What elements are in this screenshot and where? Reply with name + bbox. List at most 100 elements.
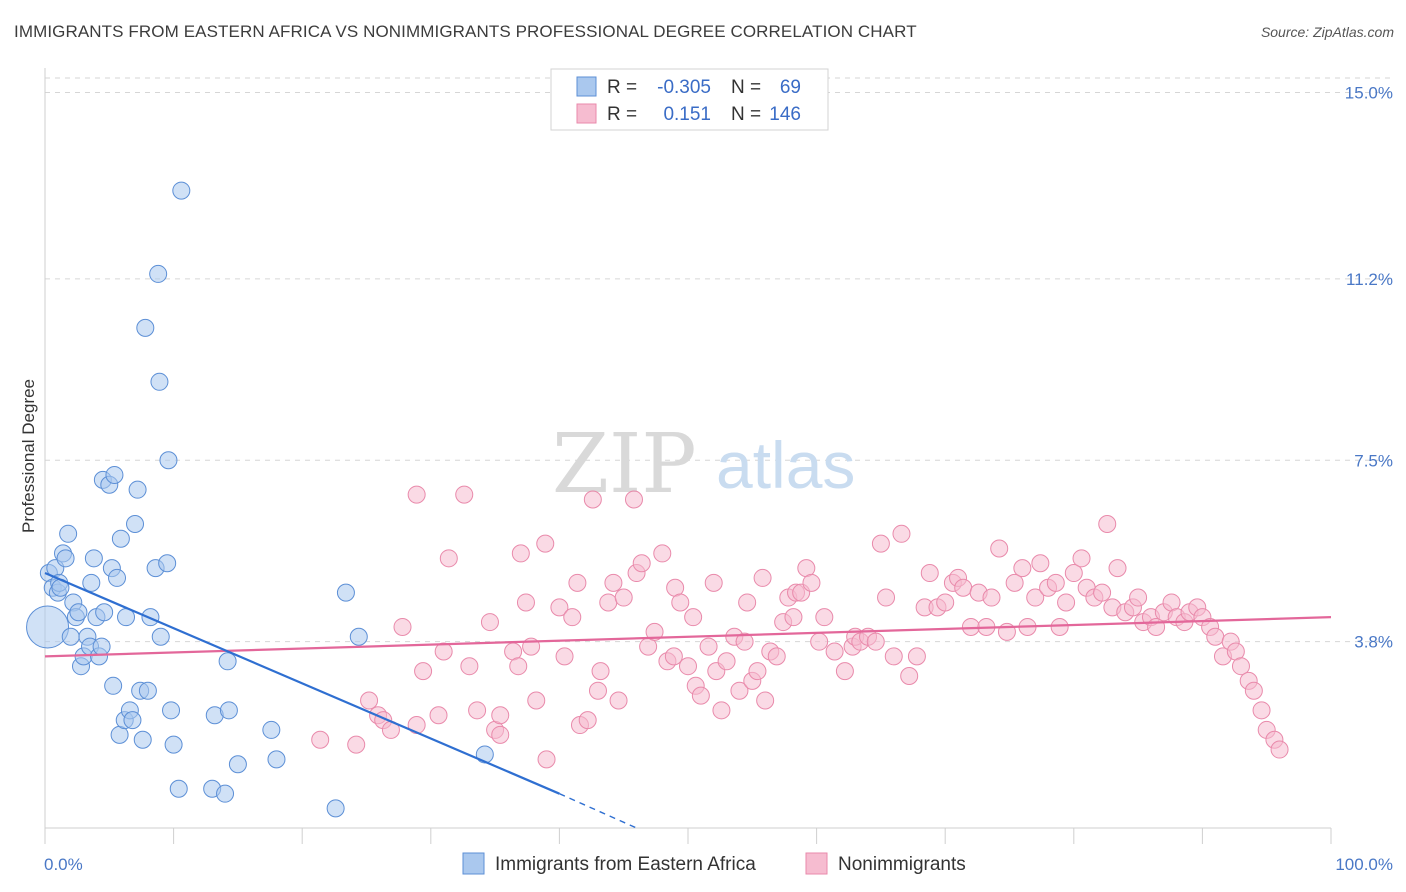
nonimmigrants-point [429, 706, 448, 725]
nonimmigrants-point [866, 632, 885, 651]
eastern-africa-point [218, 652, 237, 671]
eastern-africa-point [158, 554, 177, 573]
eastern-africa-point [219, 701, 238, 720]
eastern-africa-point [262, 720, 281, 739]
nonimmigrants-point [1108, 559, 1127, 578]
nonimmigrants-point [871, 534, 890, 553]
y-tick-label: 7.5% [1354, 451, 1393, 470]
nonimmigrants-point [664, 647, 683, 666]
eastern-africa-point [56, 549, 75, 568]
bottom-legend-swatch-blue [462, 852, 485, 875]
eastern-africa-point [104, 676, 123, 695]
eastern-africa-point [349, 627, 368, 646]
series-legend: Immigrants from Eastern Africa Nonimmigr… [462, 852, 966, 875]
nonimmigrants-point [511, 544, 530, 563]
legend-r-value-blue: -0.305 [657, 77, 711, 98]
eastern-africa-point [123, 711, 142, 730]
legend-r-value-pink: 0.151 [663, 104, 711, 125]
legend-swatch-blue [576, 76, 597, 97]
nonimmigrants-trend-line [44, 616, 1332, 658]
eastern-africa-trend-line-extension [559, 793, 637, 829]
eastern-africa-point [111, 529, 130, 548]
nonimmigrants-point [609, 691, 628, 710]
nonimmigrants-point [717, 652, 736, 671]
nonimmigrants-point [455, 485, 474, 504]
x-tick-marks [44, 828, 1332, 844]
nonimmigrants-point [1026, 588, 1045, 607]
y-tick-label: 3.8% [1354, 633, 1393, 652]
nonimmigrants-point [599, 593, 618, 612]
nonimmigrants-point [1064, 564, 1083, 583]
nonimmigrants-point [1231, 657, 1250, 676]
nonimmigrants-point [536, 534, 555, 553]
eastern-africa-point [228, 755, 247, 774]
eastern-africa-point [336, 583, 355, 602]
bottom-legend-swatch-pink [805, 852, 828, 875]
nonimmigrants-point [1046, 573, 1065, 592]
nonimmigrants-point [516, 593, 535, 612]
legend-n-label-blue: N = [731, 77, 761, 98]
nonimmigrants-point [614, 588, 633, 607]
nonimmigrants-point [347, 735, 366, 754]
nonimmigrants-point [480, 613, 499, 632]
grid-lines [45, 77, 1392, 643]
nonimmigrants-point [1005, 573, 1024, 592]
nonimmigrants-point [936, 593, 955, 612]
eastern-africa-point [92, 637, 111, 656]
nonimmigrants-point [563, 608, 582, 627]
legend-n-label-pink: N = [731, 104, 761, 125]
eastern-africa-point [61, 627, 80, 646]
nonimmigrants-point [434, 642, 453, 661]
nonimmigrants-point [632, 554, 651, 573]
eastern-africa-point [136, 318, 155, 337]
nonimmigrants-point [1031, 554, 1050, 573]
eastern-africa-point [326, 799, 345, 818]
nonimmigrants-point [671, 593, 690, 612]
nonimmigrants-point [583, 490, 602, 509]
y-tick-label: 15.0% [1345, 84, 1393, 103]
nonimmigrants-point [591, 662, 610, 681]
nonimmigrants-point [753, 568, 772, 587]
nonimmigrants-point [691, 686, 710, 705]
nonimmigrants-point [1057, 593, 1076, 612]
nonimmigrants-point [699, 637, 718, 656]
watermark: ZIP atlas [552, 417, 855, 512]
eastern-africa-point [267, 750, 286, 769]
chart-title: IMMIGRANTS FROM EASTERN AFRICA VS NONIMM… [14, 22, 917, 41]
nonimmigrants-point [884, 647, 903, 666]
nonimmigrants-point [704, 573, 723, 592]
nonimmigrants-point [414, 662, 433, 681]
bottom-legend-label-pink: Nonimmigrants [838, 854, 966, 875]
eastern-africa-point [149, 264, 168, 283]
nonimmigrants-point [735, 632, 754, 651]
eastern-africa-point [151, 627, 170, 646]
eastern-africa-point [84, 549, 103, 568]
nonimmigrants-point [892, 524, 911, 543]
legend-n-value-blue: 69 [780, 77, 801, 98]
nonimmigrants-point [537, 750, 556, 769]
eastern-africa-point [150, 372, 169, 391]
eastern-africa-point [216, 784, 235, 803]
nonimmigrants-point [624, 490, 643, 509]
nonimmigrants-point [550, 598, 569, 617]
nonimmigrants-point [491, 706, 510, 725]
nonimmigrants-point [825, 642, 844, 661]
nonimmigrants-point [712, 701, 731, 720]
nonimmigrants-point [684, 608, 703, 627]
nonimmigrants-point [393, 617, 412, 636]
nonimmigrants-point [1206, 627, 1225, 646]
nonimmigrants-point [815, 608, 834, 627]
legend-box [550, 68, 829, 131]
x-tick-label-max: 100.0% [1335, 855, 1393, 874]
nonimmigrants-point [990, 539, 1009, 558]
nonimmigrants-point [900, 667, 919, 685]
eastern-africa-point [95, 603, 114, 622]
nonimmigrants-point [604, 573, 623, 592]
legend-n-value-pink: 146 [769, 104, 801, 125]
eastern-africa-point [164, 735, 183, 754]
nonimmigrants-point [802, 573, 821, 592]
nonimmigrants-point [568, 573, 587, 592]
eastern-africa-point [69, 603, 88, 622]
nonimmigrants-point [835, 662, 854, 681]
